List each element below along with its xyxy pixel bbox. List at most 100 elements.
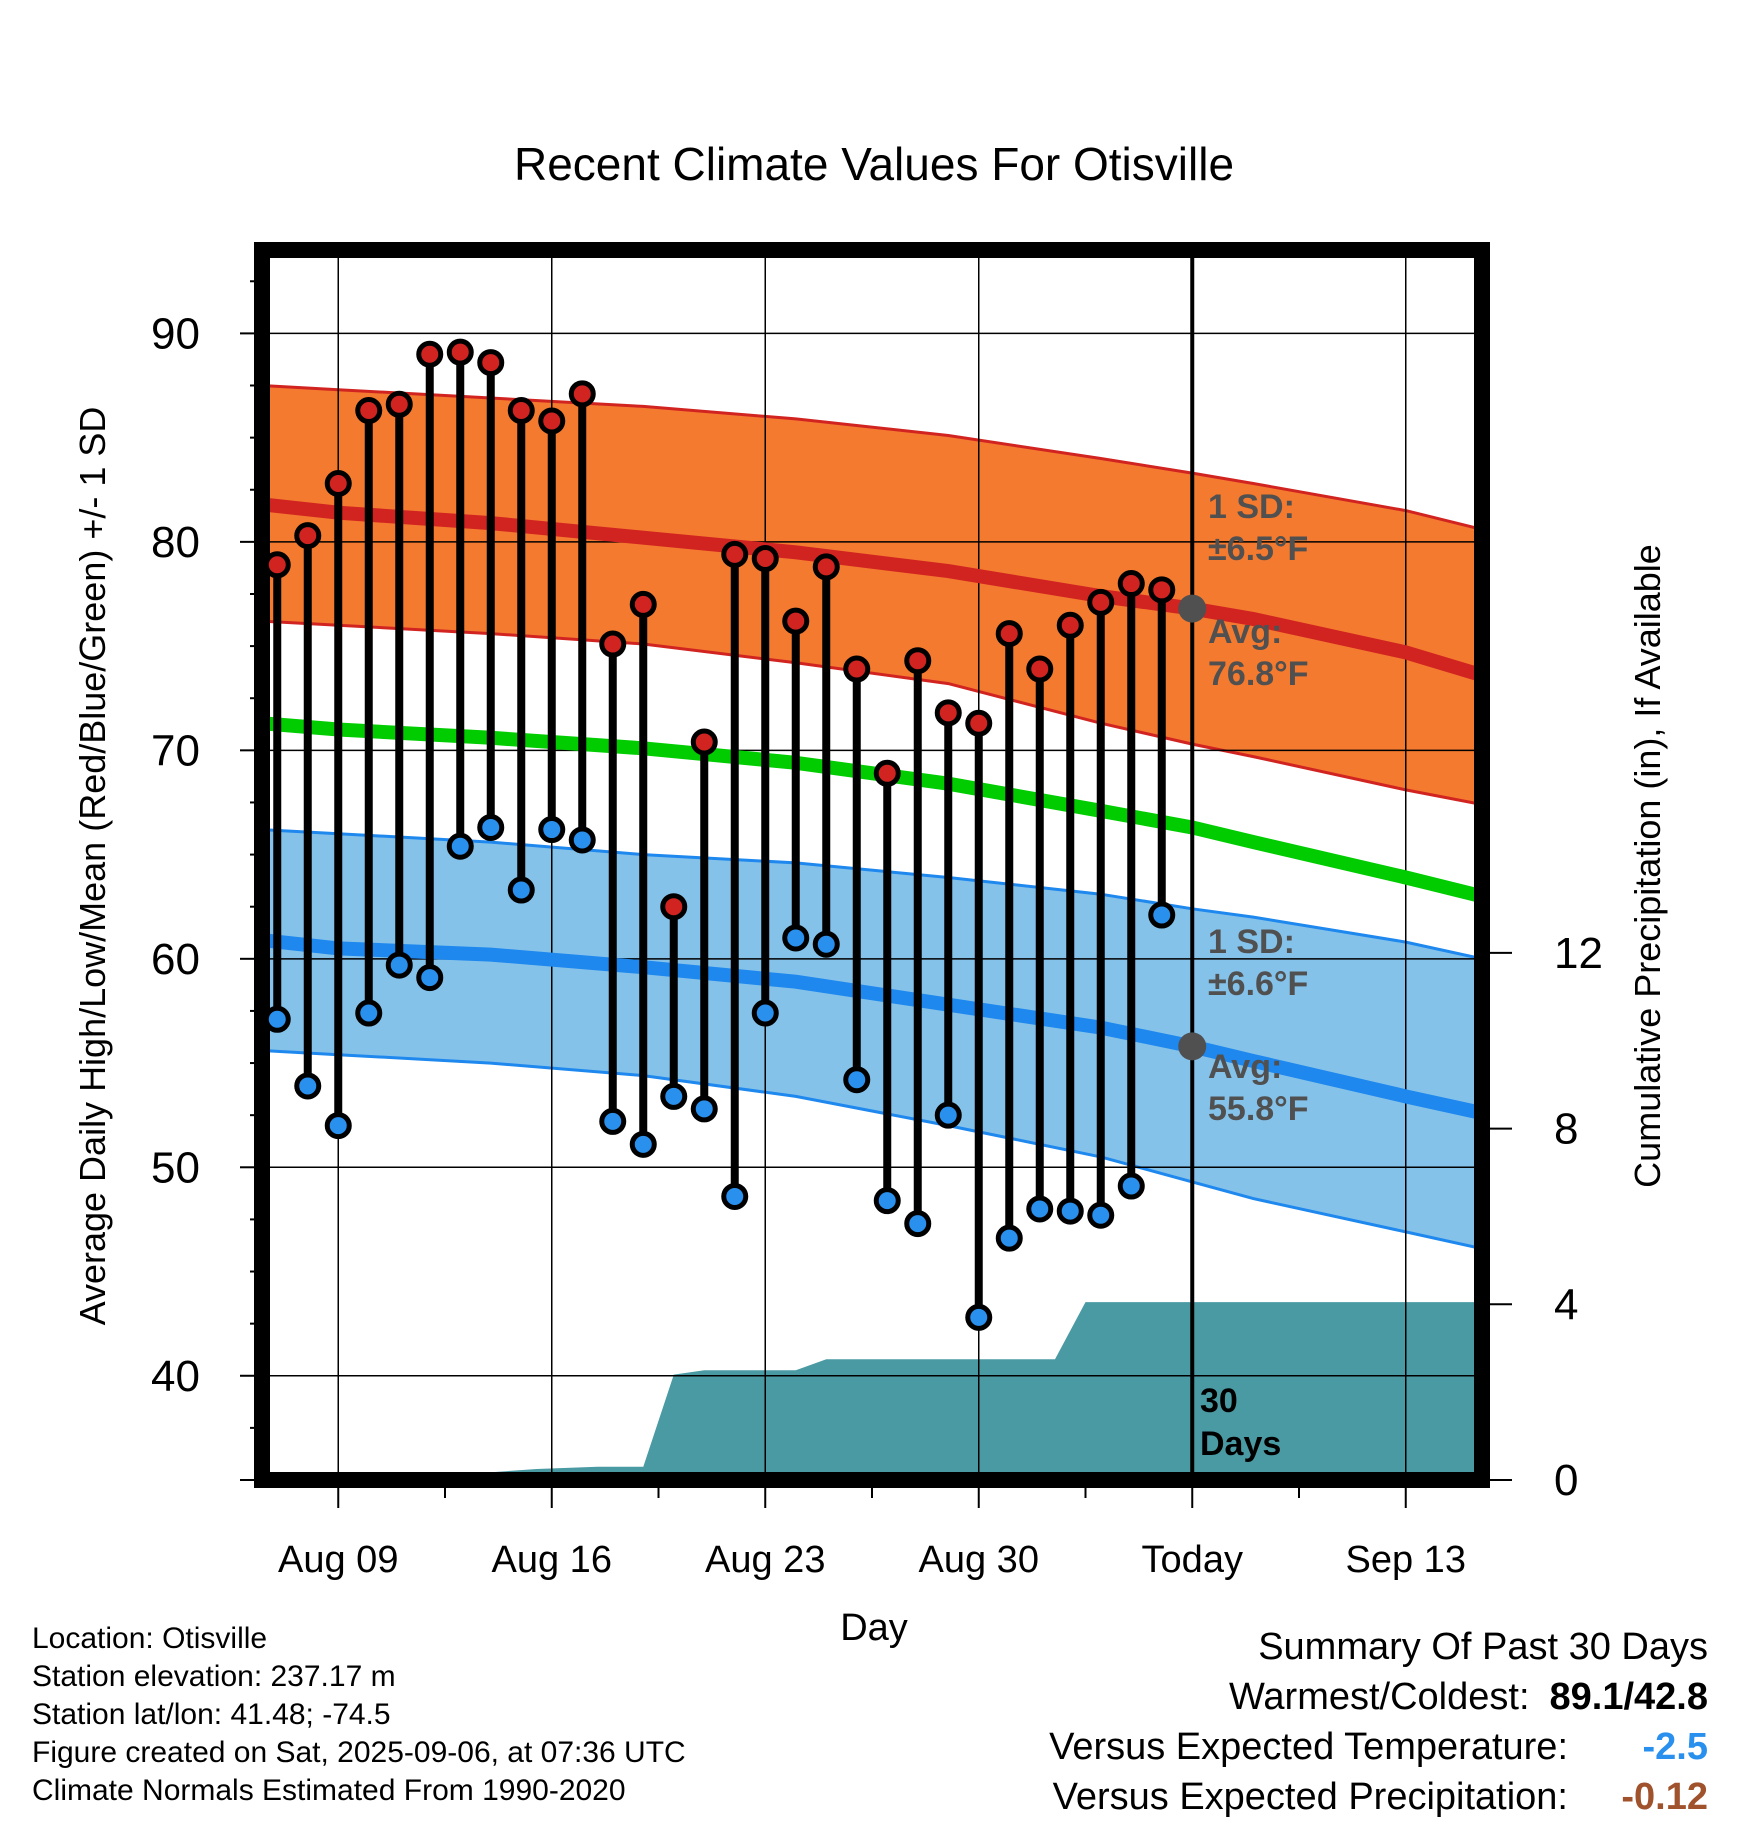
low-sd-label: 1 SD: — [1208, 923, 1295, 961]
obs-low-point-4 — [385, 951, 413, 979]
created-text: Figure created on Sat, 2025-09-06, at 07… — [32, 1736, 686, 1769]
y-left-tick-label: 40 — [151, 1352, 200, 1401]
obs-low-point-25 — [1026, 1195, 1054, 1223]
obs-low-point-17 — [782, 924, 810, 952]
temp-anomaly-label: Versus Expected Temperature: — [1049, 1726, 1568, 1768]
obs-low-point-22 — [934, 1101, 962, 1129]
low-avg-label: Avg: — [1208, 1048, 1282, 1086]
obs-high-point-16 — [751, 545, 779, 573]
precip-anomaly-label: Versus Expected Precipitation: — [1052, 1776, 1568, 1818]
obs-low-point-27 — [1087, 1201, 1115, 1229]
obs-high-point-12 — [629, 590, 657, 618]
y-left-tick-label: 50 — [151, 1143, 200, 1192]
days-word-label: Days — [1200, 1425, 1281, 1463]
y-right-tick-label: 12 — [1554, 929, 1603, 978]
y-right-axis-label: Cumulative Precipitation (in), If Availa… — [1627, 544, 1668, 1188]
obs-high-point-21 — [904, 647, 932, 675]
obs-low-point-23 — [965, 1303, 993, 1331]
summary-panel: Summary Of Past 30 Days Warmest/Coldest:… — [1049, 1622, 1708, 1822]
today-avg-low-marker — [1178, 1032, 1207, 1061]
obs-high-point-6 — [446, 338, 474, 366]
obs-low-point-2 — [324, 1112, 352, 1140]
obs-high-point-17 — [782, 607, 810, 635]
plot-frame — [254, 242, 1490, 1488]
obs-high-point-9 — [538, 407, 566, 435]
summary-title: Summary Of Past 30 Days — [1258, 1626, 1708, 1668]
obs-high-point-3 — [355, 397, 383, 425]
elevation-text: Station elevation: 237.17 m — [32, 1660, 396, 1693]
obs-low-point-21 — [904, 1210, 932, 1238]
y-left-tick-label: 90 — [151, 309, 200, 358]
obs-low-point-9 — [538, 816, 566, 844]
y-right-tick-label: 0 — [1554, 1456, 1578, 1505]
low-sd-value: ±6.6°F — [1208, 965, 1308, 1003]
obs-high-point-11 — [599, 630, 627, 658]
observations — [263, 338, 1176, 1331]
obs-high-point-5 — [416, 340, 444, 368]
obs-low-point-24 — [995, 1224, 1023, 1252]
days-count-label: 30 — [1200, 1382, 1238, 1420]
avg-high-line — [262, 497, 1482, 683]
x-tick-label: Aug 23 — [705, 1539, 825, 1581]
x-axis-label: Day — [840, 1607, 908, 1649]
plot-area — [262, 250, 1482, 1480]
obs-low-point-11 — [599, 1107, 627, 1135]
high-avg-label: Avg: — [1208, 613, 1282, 651]
x-tick-label: Today — [1142, 1539, 1243, 1581]
obs-low-point-19 — [843, 1066, 871, 1094]
obs-high-point-23 — [965, 709, 993, 737]
obs-high-point-20 — [873, 759, 901, 787]
obs-low-point-14 — [690, 1095, 718, 1123]
obs-high-point-22 — [934, 699, 962, 727]
x-tick-label: Aug 09 — [278, 1539, 398, 1581]
obs-low-point-5 — [416, 964, 444, 992]
today-avg-high-marker — [1178, 594, 1207, 623]
warmest-coldest-value: 89.1/42.8 — [1549, 1676, 1708, 1718]
obs-high-point-27 — [1087, 588, 1115, 616]
y-right-tick-label: 8 — [1554, 1105, 1578, 1154]
station-info: Location: Otisville Station elevation: 2… — [32, 1620, 686, 1810]
precip-anomaly-value: -0.12 — [1621, 1776, 1708, 1818]
obs-high-point-25 — [1026, 655, 1054, 683]
precip-area — [262, 1302, 1482, 1480]
obs-low-point-6 — [446, 832, 474, 860]
obs-high-point-24 — [995, 620, 1023, 648]
obs-high-point-8 — [507, 397, 535, 425]
x-tick-label: Aug 30 — [919, 1539, 1039, 1581]
obs-low-point-16 — [751, 999, 779, 1027]
obs-low-point-29 — [1148, 901, 1176, 929]
high-sd-band — [262, 385, 1482, 805]
obs-low-point-3 — [355, 999, 383, 1027]
low-avg-value: 55.8°F — [1208, 1090, 1309, 1128]
y-left-axis-label: Average Daily High/Low/Mean (Red/Blue/Gr… — [72, 407, 113, 1326]
temp-anomaly-row: Versus Expected Temperature: -2.5 — [1049, 1722, 1708, 1772]
obs-low-point-15 — [721, 1182, 749, 1210]
low-sd-band — [262, 829, 1482, 1249]
axes: 40 50 60 70 80 90 0 4 8 12 Aug 09 Aug 16 Aug 23 Aug 3… — [151, 242, 1603, 1581]
chart-title: Recent Climate Values For Otisville — [514, 138, 1234, 190]
obs-high-point-4 — [385, 390, 413, 418]
obs-high-point-0 — [263, 551, 291, 579]
location-text: Location: Otisville — [32, 1622, 268, 1655]
obs-high-point-28 — [1117, 570, 1145, 598]
warmest-coldest-row: Warmest/Coldest: 89.1/42.8 — [1049, 1672, 1708, 1722]
annotations: 1 SD: ±6.5°F Avg: 76.8°F 1 SD: ±6.6°F Av… — [1200, 488, 1309, 1463]
obs-low-point-26 — [1056, 1197, 1084, 1225]
obs-high-point-14 — [690, 728, 718, 756]
obs-high-point-29 — [1148, 576, 1176, 604]
obs-high-point-10 — [568, 380, 596, 408]
obs-low-point-8 — [507, 876, 535, 904]
y-left-tick-label: 80 — [151, 518, 200, 567]
high-avg-value: 76.8°F — [1208, 655, 1309, 693]
x-tick-label: Aug 16 — [492, 1539, 612, 1581]
high-sd-lower-line — [262, 619, 1482, 806]
latlon-text: Station lat/lon: 41.48; -74.5 — [32, 1698, 391, 1731]
precip-anomaly-row: Versus Expected Precipitation: -0.12 — [1049, 1772, 1708, 1822]
high-sd-label: 1 SD: — [1208, 488, 1295, 526]
y-left-tick-label: 70 — [151, 726, 200, 775]
x-tick-label: Sep 13 — [1346, 1539, 1466, 1581]
obs-low-point-12 — [629, 1130, 657, 1158]
obs-low-point-10 — [568, 826, 596, 854]
obs-low-point-20 — [873, 1187, 901, 1215]
